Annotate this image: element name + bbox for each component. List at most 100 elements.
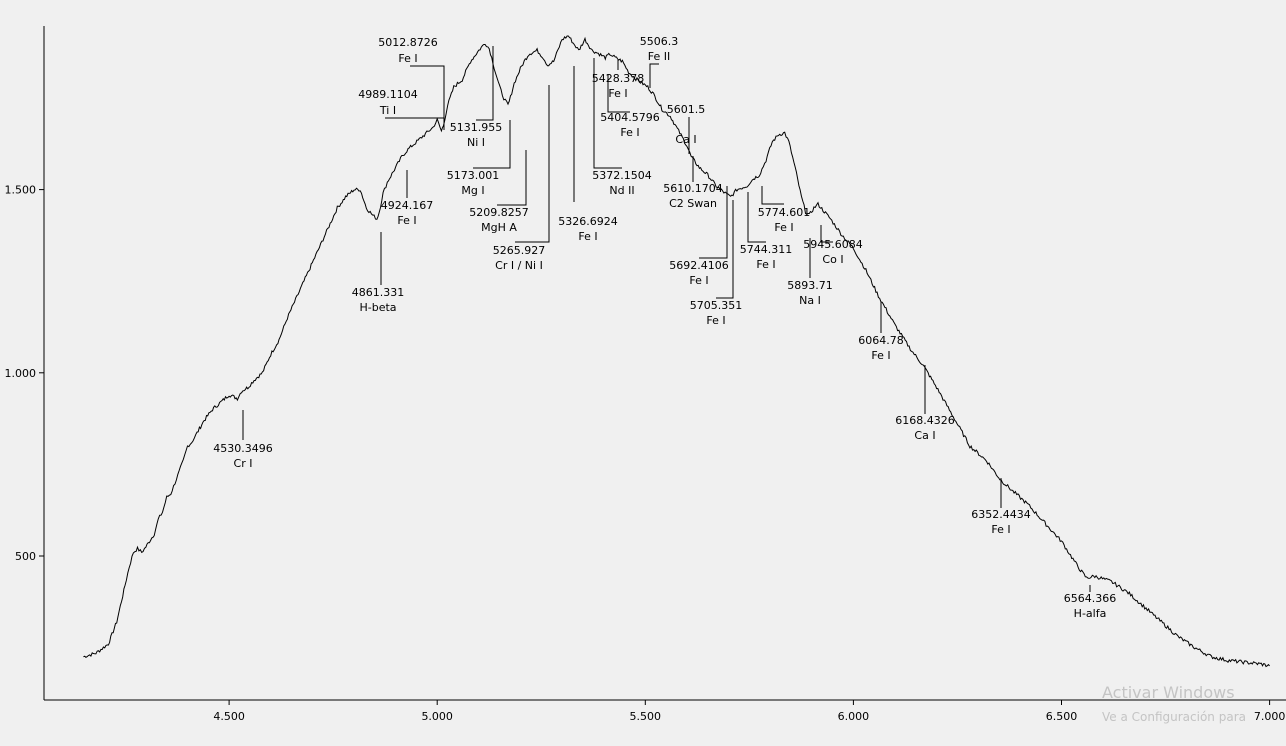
line-annotation: 5265.927 Cr I / Ni I <box>493 85 550 272</box>
line-annotation: 5692.4106 Fe I <box>669 186 729 287</box>
annotation-element: Fe I <box>578 230 597 243</box>
annotation-wavelength: 5774.601 <box>758 206 811 219</box>
annotation-wavelength: 4924.167 <box>381 199 434 212</box>
x-tick-label: 6.000 <box>838 710 870 723</box>
line-annotation: 6352.4434 Fe I <box>971 478 1031 536</box>
annotation-wavelength: 5705.351 <box>690 299 743 312</box>
line-annotation: 5404.5796 Fe I <box>600 74 660 139</box>
annotation-leader <box>699 186 728 259</box>
line-annotation: 4530.3496 Cr I <box>213 410 273 470</box>
line-annotation: 6064.78 Fe I <box>858 302 904 362</box>
annotation-wavelength: 5506.3 <box>640 35 679 48</box>
annotation-element: Fe I <box>620 126 639 139</box>
annotation-leader <box>593 58 622 169</box>
annotation-wavelength: 4861.331 <box>352 286 405 299</box>
y-tick-label: 500 <box>15 550 36 563</box>
annotation-element: Mg I <box>461 184 484 197</box>
annotation-element: Fe I <box>871 349 890 362</box>
annotation-element: Fe I <box>756 258 775 271</box>
annotation-leader <box>649 63 659 88</box>
annotation-element: H-alfa <box>1074 607 1107 620</box>
line-annotation: 5012.8726 Fe I <box>378 36 445 118</box>
annotation-element: Fe I <box>608 87 627 100</box>
annotation-wavelength: 5610.1704 <box>663 182 723 195</box>
spectrum-line <box>83 35 1270 668</box>
x-tick-label: 7.000 <box>1254 710 1286 723</box>
x-tick-label: 5.500 <box>630 710 662 723</box>
annotation-leader <box>716 200 734 299</box>
annotation-element: Fe I <box>774 221 793 234</box>
annotation-leader <box>515 85 550 243</box>
line-annotation: 5326.6924 Fe I <box>558 66 618 243</box>
line-annotation: 5209.8257 MgH A <box>469 150 529 234</box>
annotation-leader <box>473 120 511 169</box>
line-annotation: 5601.5 Ca I <box>667 103 706 154</box>
annotation-wavelength: 5209.8257 <box>469 206 529 219</box>
annotation-element: Nd II <box>609 184 634 197</box>
annotation-element: Cr I <box>234 457 253 470</box>
line-annotation: 5893.71 Na I <box>787 238 833 307</box>
annotation-wavelength: 4989.1104 <box>358 88 418 101</box>
annotation-wavelength: 4530.3496 <box>213 442 273 455</box>
watermark-title: Activar Windows <box>1102 683 1235 702</box>
x-tick-label: 6.500 <box>1046 710 1078 723</box>
annotation-element: Ni I <box>467 136 485 149</box>
x-tick-label: 5.000 <box>421 710 453 723</box>
annotation-element: C2 Swan <box>669 197 717 210</box>
line-annotation: 5131.955 Ni I <box>450 46 503 149</box>
line-annotation: 4924.167 Fe I <box>381 170 434 227</box>
annotation-wavelength: 5131.955 <box>450 121 503 134</box>
line-annotation: 4989.1104 Ti I <box>358 88 445 130</box>
annotation-wavelength: 6352.4434 <box>971 508 1031 521</box>
y-tick-label: 1.000 <box>5 367 37 380</box>
line-annotation: 5744.311 Fe I <box>740 192 793 271</box>
annotation-leader <box>761 186 784 205</box>
line-annotation: 5610.1704 C2 Swan <box>663 156 723 210</box>
annotation-wavelength: 5326.6924 <box>558 215 618 228</box>
line-annotation: 6168.4326 Ca I <box>895 365 955 442</box>
watermark-subtitle: Ve a Configuración para <box>1102 710 1246 724</box>
annotation-element: Ca I <box>675 133 696 146</box>
line-annotation: 4861.331 H-beta <box>352 232 405 314</box>
y-tick-label: 1.500 <box>5 184 37 197</box>
line-annotation: 6564.366 H-alfa <box>1064 585 1117 620</box>
annotation-wavelength: 5428.378 <box>592 72 645 85</box>
line-annotation: 5705.351 Fe I <box>690 200 743 327</box>
annotation-element: Fe I <box>689 274 708 287</box>
annotation-element: MgH A <box>481 221 517 234</box>
annotation-element: Fe I <box>398 52 417 65</box>
annotation-wavelength: 5893.71 <box>787 279 833 292</box>
annotation-element: Fe II <box>648 50 670 63</box>
annotation-element: Cr I / Ni I <box>495 259 543 272</box>
x-tick-label: 4.500 <box>213 710 245 723</box>
annotation-wavelength: 6168.4326 <box>895 414 955 427</box>
annotation-element: Ca I <box>914 429 935 442</box>
annotation-wavelength: 5372.1504 <box>592 169 652 182</box>
line-annotation: 5173.001 Mg I <box>447 120 511 197</box>
annotation-wavelength: 5012.8726 <box>378 36 438 49</box>
annotation-wavelength: 5404.5796 <box>600 111 660 124</box>
annotation-leader <box>820 225 833 243</box>
annotation-wavelength: 5945.6084 <box>803 238 863 251</box>
annotation-element: Fe I <box>706 314 725 327</box>
annotation-leader <box>747 192 766 243</box>
annotation-wavelength: 6564.366 <box>1064 592 1117 605</box>
annotation-element: Fe I <box>397 214 416 227</box>
annotation-wavelength: 5744.311 <box>740 243 793 256</box>
annotation-element: H-beta <box>359 301 396 314</box>
line-annotation: 5428.378 Fe I <box>592 60 645 100</box>
annotation-wavelength: 5601.5 <box>667 103 706 116</box>
annotation-wavelength: 5173.001 <box>447 169 500 182</box>
annotation-element: Ti I <box>379 104 396 117</box>
annotation-element: Co I <box>822 253 843 266</box>
annotation-wavelength: 5692.4106 <box>669 259 729 272</box>
annotation-leader <box>476 46 494 121</box>
annotation-wavelength: 5265.927 <box>493 244 546 257</box>
line-annotation: 5372.1504 Nd II <box>592 58 652 197</box>
annotation-leader <box>607 74 630 113</box>
annotation-leader <box>497 150 527 206</box>
annotation-element: Fe I <box>991 523 1010 536</box>
line-annotation: 5506.3 Fe II <box>640 35 679 88</box>
